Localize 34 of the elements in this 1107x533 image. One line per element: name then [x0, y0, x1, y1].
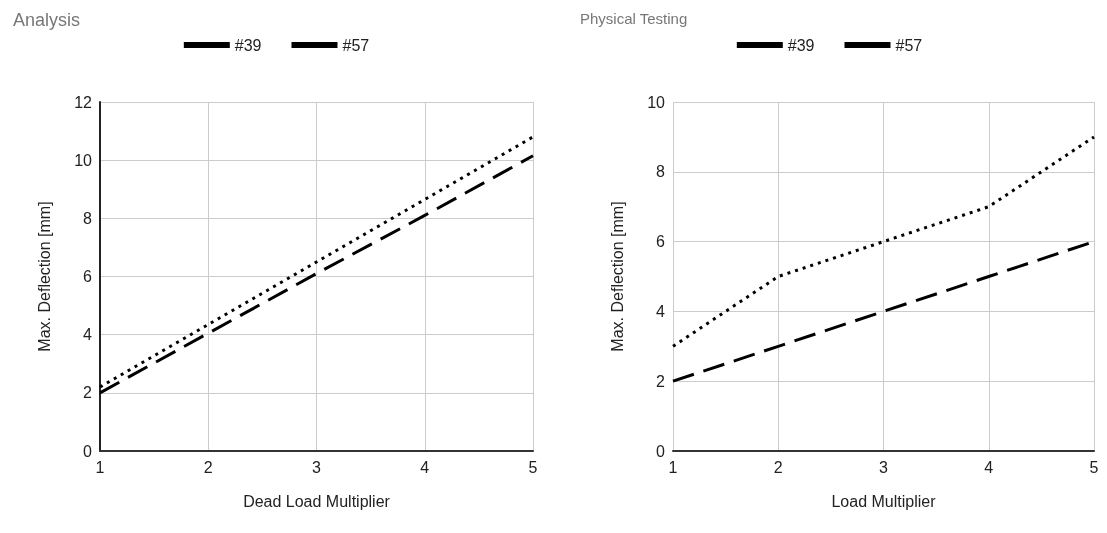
- x-tick-label: 4: [420, 458, 430, 476]
- x-tick-label: 1: [95, 458, 105, 476]
- x-tick-label: 3: [879, 458, 889, 476]
- x-tick-label: 5: [1089, 458, 1099, 476]
- x-axis-title: Dead Load Multiplier: [243, 492, 391, 510]
- x-tick-label: 4: [984, 458, 994, 476]
- x-tick-label: 2: [773, 458, 783, 476]
- y-axis-title: Max. Deflection [mm]: [35, 201, 53, 352]
- y-tick-label: 12: [74, 93, 93, 111]
- y-tick-label: 0: [656, 442, 666, 460]
- y-tick-label: 10: [647, 93, 666, 111]
- x-tick-label: 2: [203, 458, 213, 476]
- y-tick-label: 6: [656, 233, 666, 251]
- y-tick-label: 4: [656, 302, 666, 320]
- y-tick-label: 2: [656, 372, 666, 390]
- legend-label: #57: [342, 36, 370, 54]
- y-tick-label: 0: [83, 442, 93, 460]
- y-tick-label: 4: [83, 326, 93, 344]
- chart-title: Analysis: [13, 10, 81, 30]
- x-tick-label: 3: [312, 458, 322, 476]
- y-tick-label: 6: [83, 268, 93, 285]
- y-tick-label: 8: [656, 163, 666, 181]
- line-series: [671, 135, 1096, 348]
- legend-label: #39: [234, 36, 262, 54]
- legend-label: #39: [787, 36, 815, 54]
- x-tick-label: 1: [668, 458, 678, 476]
- x-axis-title: Load Multiplier: [831, 492, 937, 510]
- x-tick-label: 5: [528, 458, 538, 476]
- y-tick-label: 2: [83, 384, 93, 402]
- y-tick-label: 10: [74, 151, 93, 169]
- y-axis-title: Max. Deflection [mm]: [608, 201, 626, 352]
- chart-title: Physical Testing: [580, 10, 688, 27]
- y-tick-label: 8: [83, 209, 93, 227]
- legend-label: #57: [895, 36, 923, 54]
